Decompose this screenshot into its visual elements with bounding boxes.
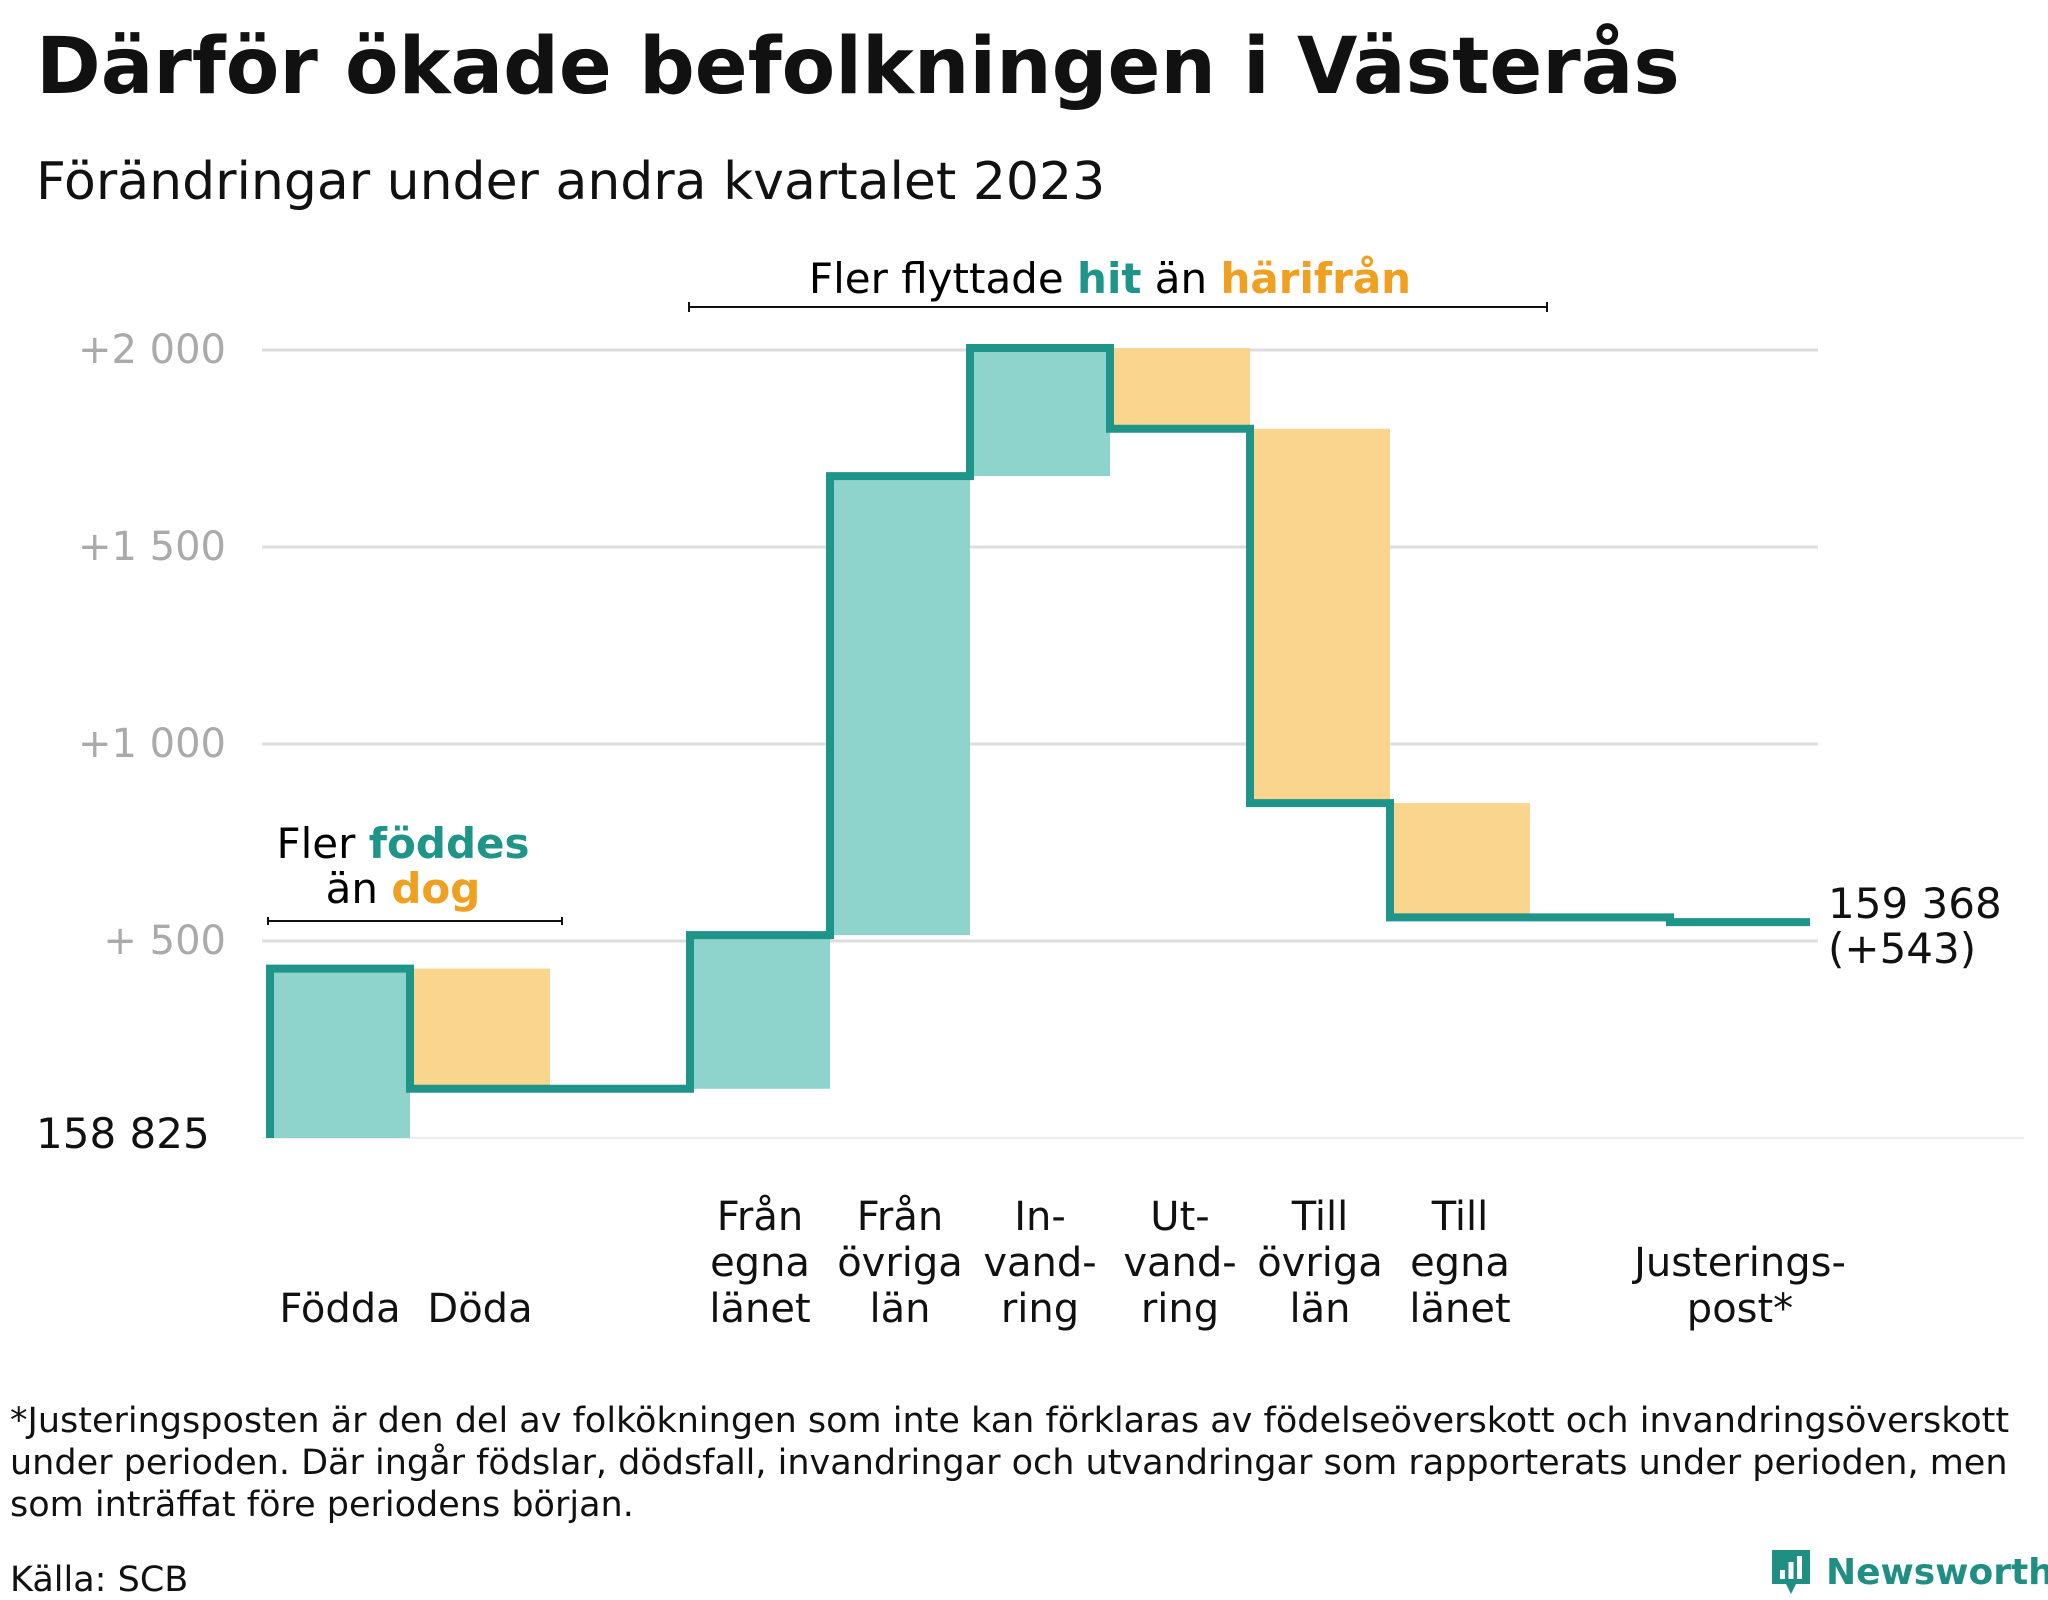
x-category-labels: Födda DödaFrånegnalänetFrånövrigalänIn-va… xyxy=(279,1194,1846,1332)
newsworthy-logo: Newsworthy xyxy=(1770,1548,2048,1596)
y-tick-label-0: + 500 xyxy=(103,918,226,964)
x-label-3-2: länet xyxy=(709,1286,810,1332)
births-annotation-line2: än dog xyxy=(326,864,481,913)
x-label-7-1: övriga xyxy=(1257,1240,1383,1286)
bar-8 xyxy=(1390,803,1530,918)
moves-annotation-prefix: Fler flyttade xyxy=(809,254,1064,303)
x-label-4-0: Från xyxy=(857,1194,943,1240)
x-label-8-2: länet xyxy=(1409,1286,1510,1332)
x-label-4-1: övriga xyxy=(837,1240,963,1286)
x-label-5-1: vand- xyxy=(983,1240,1096,1286)
end-value-label-line1: 159 368 xyxy=(1828,879,2002,928)
end-value-label-line2: (+543) xyxy=(1828,924,1976,973)
y-tick-label-2: +1 500 xyxy=(78,524,226,570)
y-tick-label-3: +2 000 xyxy=(78,327,226,373)
source-label: Källa: SCB xyxy=(10,1560,189,1600)
waterfall-chart: + 500+1 000+1 500+2 000 Födda DödaFrånegn… xyxy=(36,254,2024,1332)
births-annotation-highlight: föddes xyxy=(369,819,530,868)
y-tick-labels: + 500 +1 000 +1 500 +2 000 xyxy=(78,327,226,964)
bar-4 xyxy=(830,476,970,936)
x-label-5-2: ring xyxy=(1001,1286,1079,1332)
x-label-10-1: post* xyxy=(1687,1286,1793,1332)
gridlines xyxy=(262,348,2024,1139)
bar-0 xyxy=(270,968,410,1138)
x-label-3-1: egna xyxy=(710,1240,810,1286)
x-label-7-0: Till xyxy=(1291,1194,1349,1240)
chart-title: Därför ökade befolkningen i Västerås xyxy=(36,22,1680,112)
x-label-4-2: län xyxy=(870,1286,931,1332)
newsworthy-logo-icon xyxy=(1772,1550,1810,1594)
x-label-6-2: ring xyxy=(1141,1286,1219,1332)
x-label-8-1: egna xyxy=(1410,1240,1510,1286)
cumulative-step-line xyxy=(266,344,1810,1138)
x-label-6-0: Ut- xyxy=(1150,1194,1209,1240)
x-label-3-0: Från xyxy=(717,1194,803,1240)
births-annotation-prefix2: än xyxy=(326,864,378,913)
brand-name: Newsworthy xyxy=(1826,1551,2048,1593)
x-label-6-1: vand- xyxy=(1123,1240,1236,1286)
footnote: *Justeringsposten är den del av folkökni… xyxy=(10,1401,2010,1525)
x-label-5-0: In- xyxy=(1014,1194,1066,1240)
bar-7 xyxy=(1250,428,1390,804)
moves-annotation-bracket xyxy=(688,302,1548,312)
bar-5 xyxy=(970,348,1110,477)
bar-1 xyxy=(410,968,550,1089)
births-annotation-highlight2: dog xyxy=(391,864,480,913)
births-annotation-prefix: Fler xyxy=(276,819,356,868)
moves-annotation: Fler flyttade hit än härifrån xyxy=(809,254,1411,303)
x-label-10-0: Justerings- xyxy=(1631,1240,1846,1286)
bar-3 xyxy=(690,935,830,1089)
x-label-7-2: län xyxy=(1290,1286,1351,1332)
start-value-label: 158 825 xyxy=(36,1109,210,1158)
moves-annotation-middle: än xyxy=(1155,254,1207,303)
y-tick-label-1: +1 000 xyxy=(78,721,226,767)
x-label-1-0: Döda xyxy=(427,1286,532,1332)
bars xyxy=(270,348,1530,1138)
chart-subtitle: Förändringar under andra kvartalet 2023 xyxy=(36,152,1106,212)
bar-6 xyxy=(1110,348,1250,429)
births-annotation-line1: Fler föddes xyxy=(276,819,529,868)
moves-annotation-hit: hit xyxy=(1077,254,1141,303)
moves-annotation-harifran: härifrån xyxy=(1221,254,1412,303)
x-label-8-0: Till xyxy=(1431,1194,1489,1240)
x-label-0-0: Födda xyxy=(279,1286,400,1332)
births-annotation-bracket xyxy=(267,917,563,925)
